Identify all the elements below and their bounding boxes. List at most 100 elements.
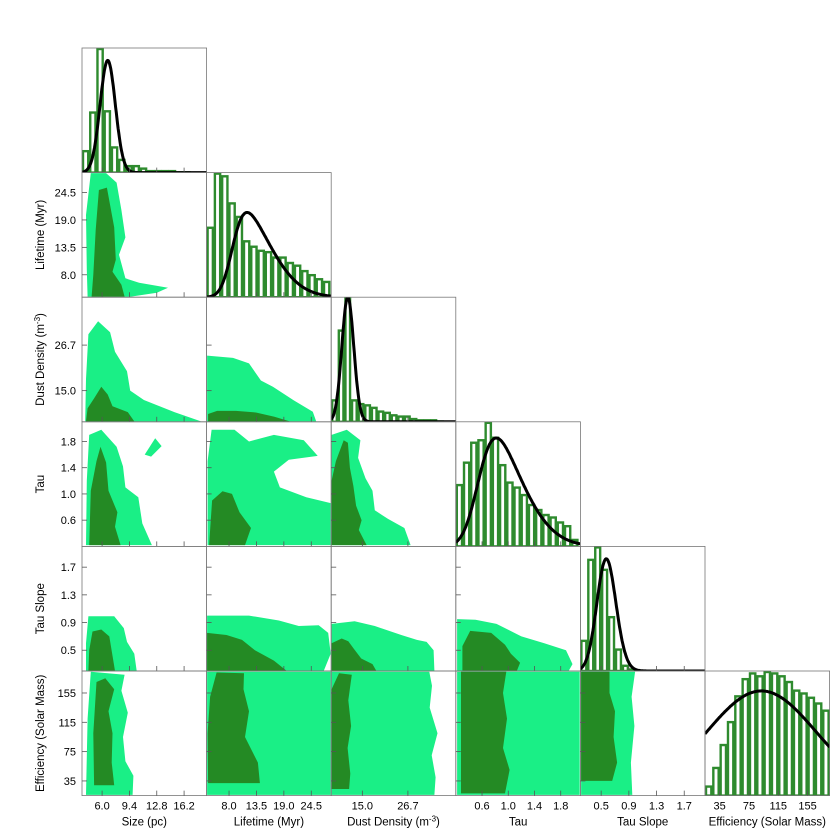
histogram-bar — [506, 481, 514, 547]
histogram-bar — [800, 692, 808, 796]
histogram-bar — [712, 766, 720, 796]
contour-layer — [86, 671, 134, 795]
histogram-bar — [350, 399, 358, 422]
y-tick-label: 26.7 — [55, 340, 76, 352]
histogram-bar — [498, 463, 507, 547]
contour-panel-tau-vs-tau_slope — [457, 619, 573, 671]
histogram-body — [206, 172, 332, 298]
contour-layer — [331, 429, 411, 546]
histogram-bar — [286, 261, 295, 298]
contour-panel-lifetime-vs-tau — [207, 429, 331, 546]
histogram-bar — [206, 226, 215, 298]
y-tick-label: 13.5 — [55, 242, 76, 254]
contour-inner-2sigma — [207, 672, 260, 784]
contour-panel-size-vs-efficiency — [86, 671, 134, 795]
contour-inner-2sigma — [209, 491, 251, 546]
histogram-bar — [513, 486, 521, 547]
contour-layer — [207, 615, 331, 671]
x-tick-label: 26.7 — [397, 801, 418, 813]
contour-layer — [86, 616, 137, 671]
contour-inner-2sigma — [461, 671, 510, 794]
histogram-bar — [271, 256, 280, 298]
contour-layer — [331, 621, 435, 671]
contour-inner-2sigma — [331, 638, 377, 671]
contour-inner-2sigma — [89, 446, 121, 546]
y-axis-label-tau: Tau — [35, 475, 47, 494]
y-tick-label: 1.8 — [61, 436, 76, 448]
contour-panel-tau_slope-vs-efficiency — [581, 671, 636, 795]
contour-outer-1sigma — [85, 321, 201, 422]
histogram-body — [455, 421, 581, 547]
contour-inner-2sigma — [91, 187, 125, 297]
contour-layer — [207, 355, 317, 422]
x-tick-label: 0.9 — [621, 801, 636, 813]
histogram-bar — [726, 720, 735, 796]
histogram-bar — [300, 269, 309, 298]
y-tick-label: 75 — [64, 747, 76, 759]
contour-panel-tau-vs-efficiency — [457, 671, 580, 795]
histogram-bar — [600, 568, 609, 672]
y-axis-label-tail: ) — [35, 313, 47, 317]
x-axis-label-superscript: -3 — [429, 814, 437, 823]
histogram-bar — [264, 250, 273, 298]
x-tick-label: 24.5 — [301, 801, 322, 813]
y-axis-label-lifetime: Lifetime (Myr) — [35, 200, 47, 270]
histogram-bar — [484, 421, 493, 547]
y-tick-label: 1.3 — [61, 590, 76, 602]
fit-curve — [455, 436, 581, 546]
histogram-bar — [491, 436, 500, 547]
x-tick-label: 1.3 — [649, 801, 664, 813]
contour-inner-2sigma — [86, 386, 135, 422]
x-tick-label: 1.0 — [501, 801, 516, 813]
histogram-bar — [748, 672, 757, 796]
contour-inner-2sigma — [581, 671, 618, 781]
contour-panel-lifetime-vs-dust_density — [207, 355, 317, 422]
contour-layer — [581, 671, 636, 795]
histogram-bar — [534, 508, 543, 547]
contour-panel-size-vs-tau_slope — [86, 616, 137, 671]
histogram-efficiency — [705, 671, 830, 796]
contour-inner-2sigma — [331, 440, 367, 546]
contour-layer — [86, 173, 168, 297]
histogram-bar — [242, 240, 251, 298]
y-axis-label-superscript: -3 — [33, 316, 42, 324]
contour-layer — [457, 671, 580, 795]
panel-frame — [455, 421, 581, 547]
x-tick-label: 16.2 — [173, 801, 194, 813]
contour-panel-dust_density-vs-efficiency — [331, 671, 438, 795]
contour-panel-size-vs-dust_density — [85, 321, 201, 422]
y-tick-label: 155 — [58, 688, 76, 700]
y-tick-label: 0.6 — [61, 515, 76, 527]
fit-curve — [705, 689, 830, 749]
histogram-bar — [792, 689, 801, 796]
contour-inner-2sigma — [207, 632, 287, 671]
histogram-bar — [279, 256, 287, 298]
y-axis-label-tau_slope: Tau Slope — [35, 583, 47, 634]
y-tick-label: 24.5 — [55, 188, 76, 200]
x-tick-label: 13.5 — [246, 801, 267, 813]
y-tick-label: 15.0 — [55, 386, 76, 398]
contour-panel-lifetime-vs-efficiency — [207, 671, 331, 795]
contour-layer — [207, 671, 331, 795]
x-axis-label-tail: ) — [436, 817, 440, 829]
x-axis-label-dust_density: Dust Density (m-3) — [347, 814, 440, 829]
histogram-bar — [477, 439, 485, 547]
contour-inner-2sigma — [462, 630, 521, 671]
histogram-bar — [103, 110, 112, 173]
y-axis-label-dust_density: Dust Density (m-3) — [33, 313, 48, 406]
histogram-bar — [785, 680, 794, 796]
histogram-bar — [110, 146, 119, 173]
histogram-bar — [705, 785, 713, 796]
x-tick-label: 1.4 — [527, 801, 542, 813]
histogram-body — [331, 297, 456, 422]
histogram-bar — [734, 695, 742, 796]
histogram-bar — [257, 249, 266, 298]
contour-panel-dust_density-vs-tau_slope — [331, 621, 435, 671]
contour-inner-2sigma — [331, 673, 352, 789]
y-tick-label: 1.7 — [61, 562, 76, 574]
histogram-bar — [756, 675, 764, 796]
x-tick-label: 12.8 — [146, 801, 167, 813]
histogram-lifetime — [206, 172, 332, 298]
x-tick-label: 75 — [743, 801, 755, 813]
x-tick-label: 8.0 — [221, 801, 236, 813]
